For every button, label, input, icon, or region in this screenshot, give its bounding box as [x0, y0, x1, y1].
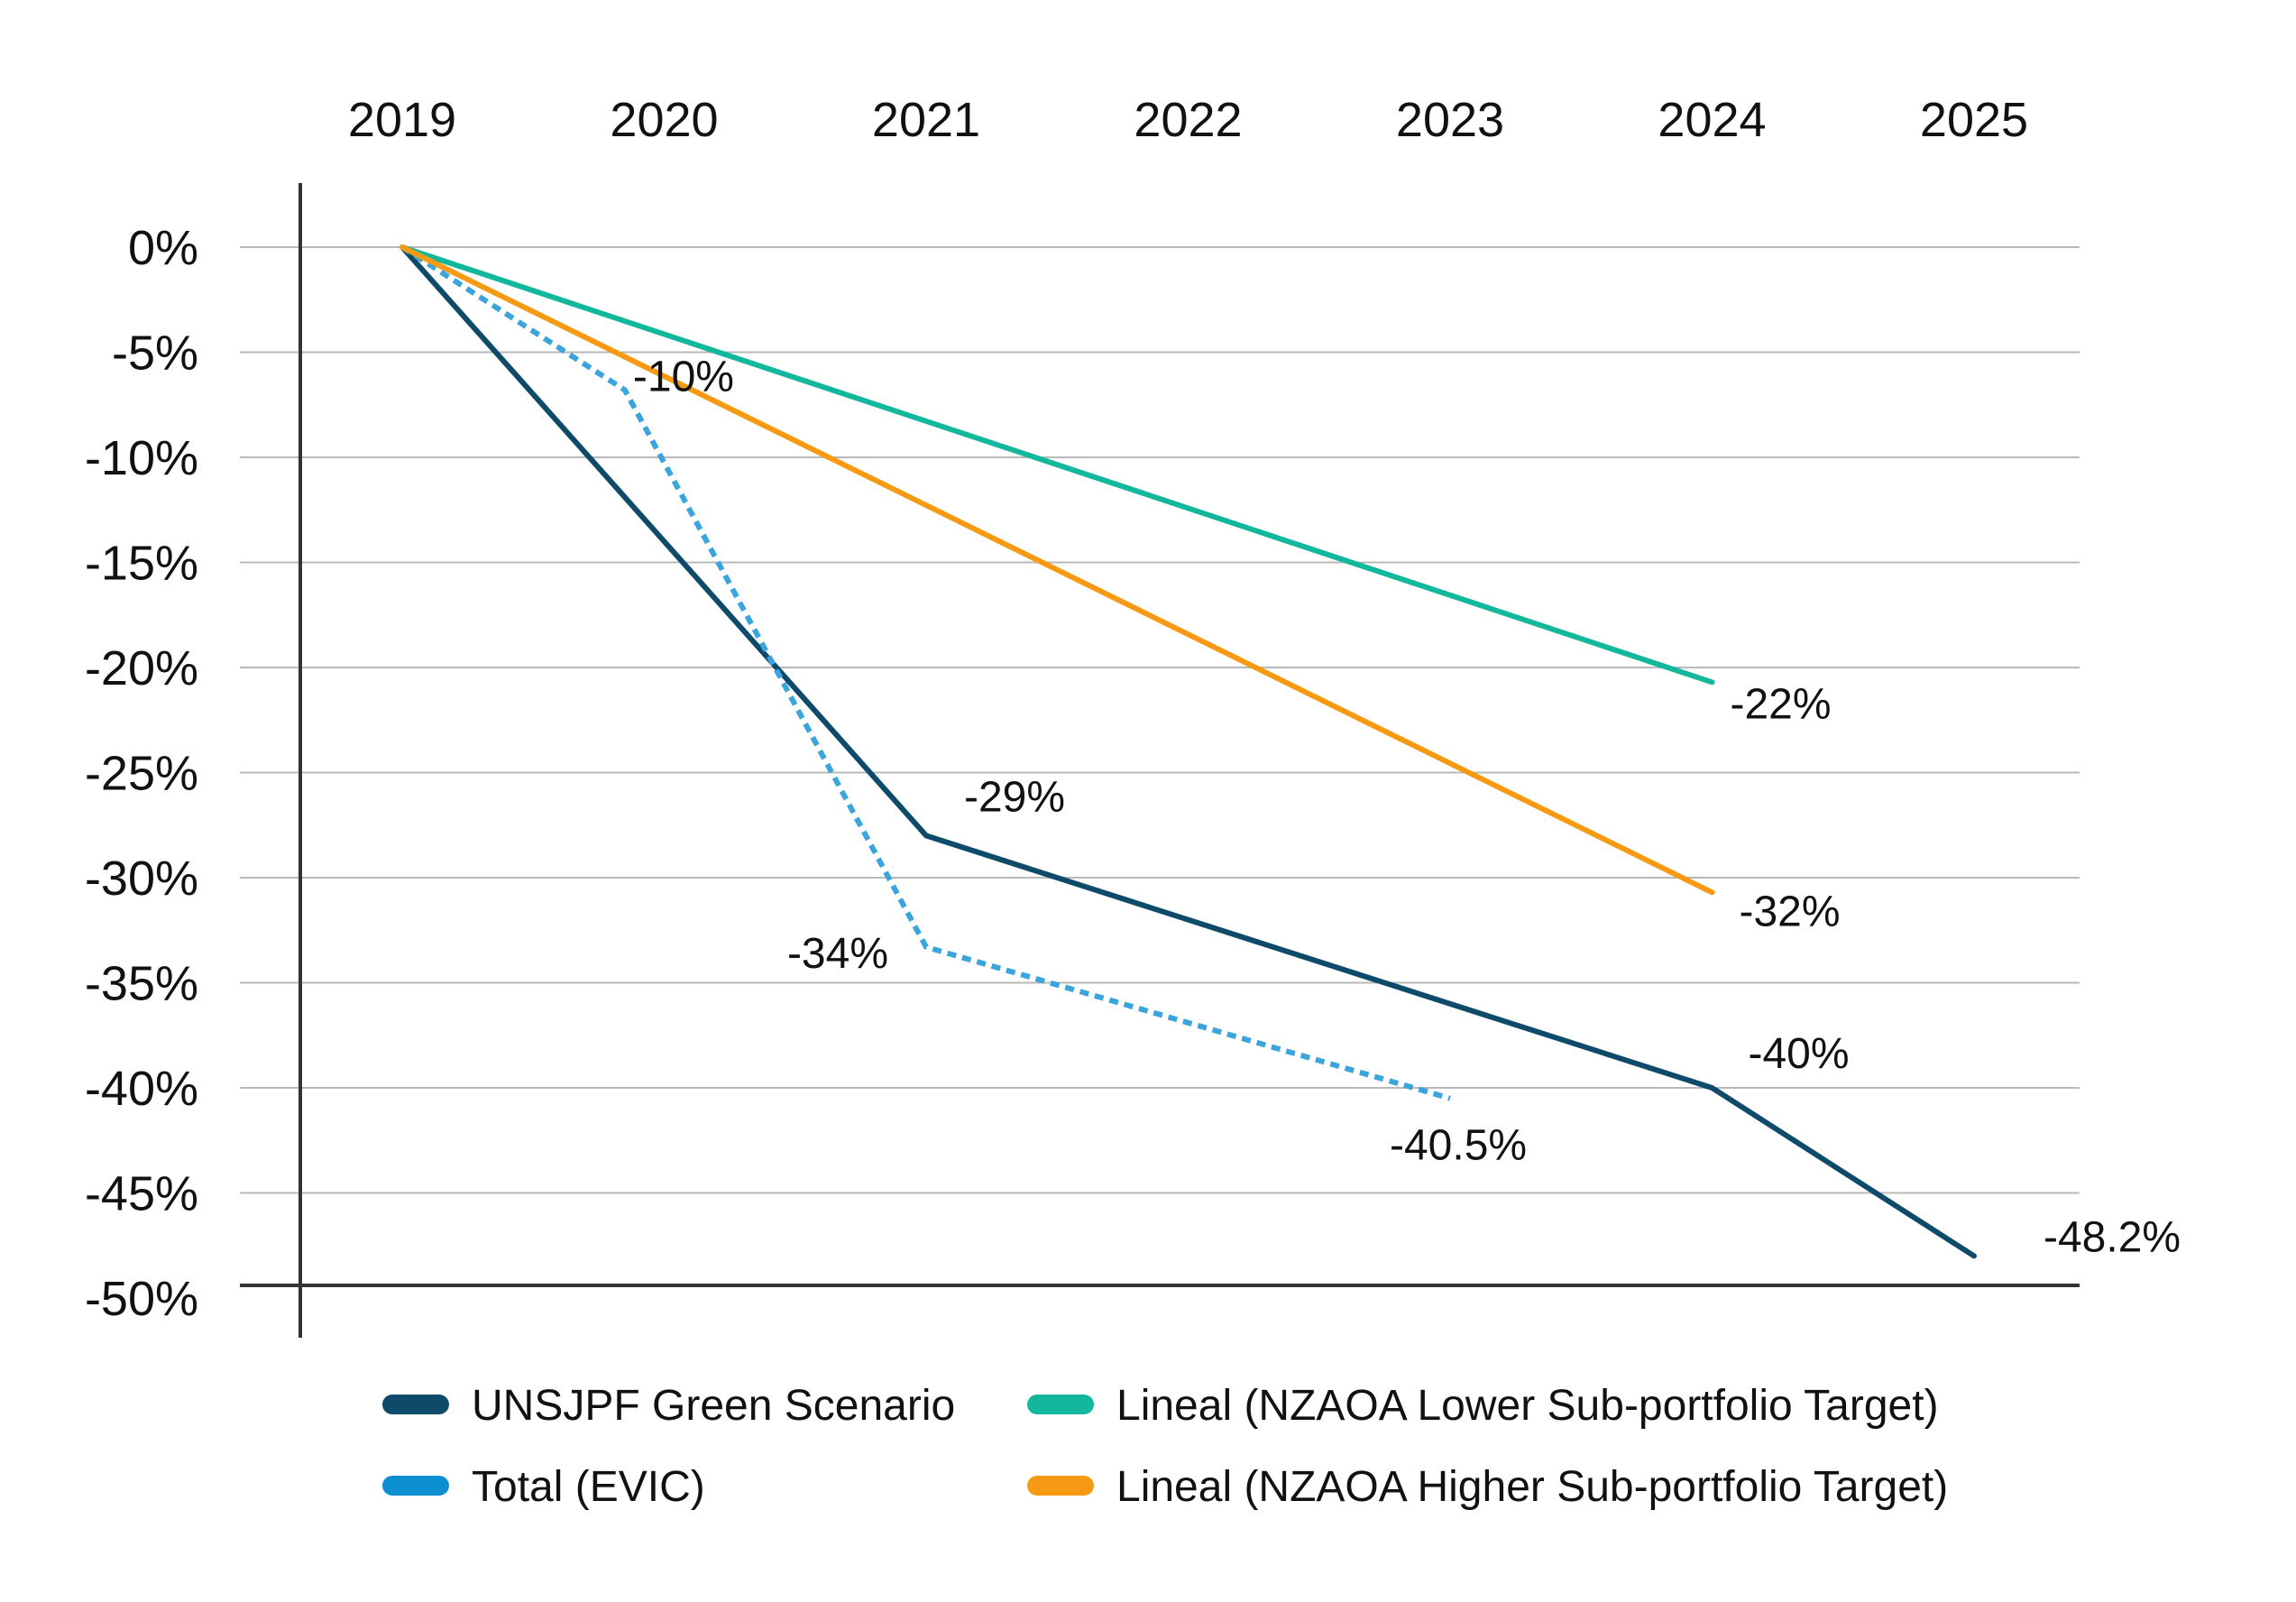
data-label: -40% — [1749, 1030, 1850, 1078]
x-tick-label: 2019 — [348, 93, 456, 147]
y-tick-label: -50% — [85, 1272, 198, 1326]
x-tick-label: 2024 — [1658, 93, 1766, 147]
y-tick-labels: 0% -5% -10% -15% -20% -25% -30% -35% -40% -45% -50… — [85, 221, 198, 1326]
data-labels: -29% -40% -48.2% -22% -10% -34% -40.5% -32% — [633, 353, 2181, 1261]
data-label: -29% — [964, 773, 1065, 821]
data-label: -40.5% — [1390, 1122, 1527, 1170]
series-line — [400, 244, 1451, 1101]
y-tick-label: -15% — [85, 537, 198, 591]
series-line — [400, 244, 1715, 686]
x-tick-label: 2025 — [1920, 93, 2028, 147]
x-tick-labels: 2019 2020 2021 2022 2023 2024 2025 — [348, 93, 2028, 147]
y-tick-label: -20% — [85, 641, 198, 695]
data-label: -22% — [1731, 680, 1832, 728]
y-tick-label: -45% — [85, 1167, 198, 1221]
series-lines — [400, 244, 1977, 1259]
y-tick-label: -25% — [85, 747, 198, 801]
series-line — [400, 244, 1977, 1259]
data-label: -10% — [633, 353, 734, 400]
legend-label: UNSJPF Green Scenario — [472, 1382, 955, 1430]
data-label: -48.2% — [2043, 1213, 2181, 1261]
x-tick-label: 2022 — [1134, 93, 1242, 147]
legend-label: Lineal (NZAOA Lower Sub-portfolio Target… — [1116, 1382, 1939, 1430]
data-label: -34% — [787, 930, 888, 978]
y-tick-label: -35% — [85, 957, 198, 1011]
x-tick-label: 2021 — [872, 93, 980, 147]
x-tick-label: 2023 — [1396, 93, 1504, 147]
x-tick-label: 2020 — [610, 93, 718, 147]
legend-label: Lineal (NZAOA Higher Sub-portfolio Targe… — [1116, 1463, 1948, 1511]
axes — [240, 183, 2080, 1338]
series-line — [400, 244, 1715, 896]
y-tick-label: -5% — [112, 327, 198, 381]
y-tick-label: -10% — [85, 431, 198, 485]
y-tick-label: 0% — [128, 221, 198, 275]
legend-label: Total (EVIC) — [472, 1463, 705, 1511]
y-tick-label: -40% — [85, 1062, 198, 1116]
legend: UNSJPF Green Scenario Lineal (NZAOA Lower… — [382, 1382, 1948, 1511]
y-tick-label: -30% — [85, 852, 198, 906]
gridlines — [240, 246, 2080, 1194]
data-label: -32% — [1740, 888, 1841, 935]
